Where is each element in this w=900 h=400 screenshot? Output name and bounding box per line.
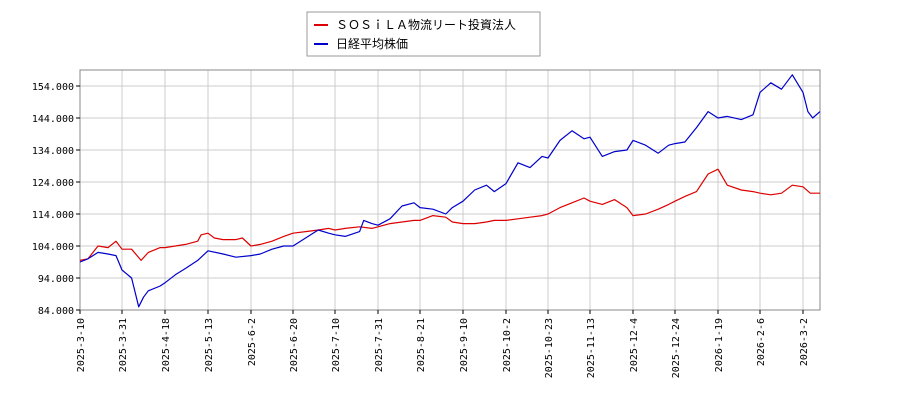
x-axis: 2025-3-10 2025-3-31 2025-4-18 2025-5-13 2025… (76, 310, 810, 378)
x-tick-label: 2025-7-31 (374, 318, 385, 372)
grid (79, 70, 820, 311)
y-tick-label: 154.000 (32, 82, 74, 93)
x-tick-label: 2025-4-18 (161, 318, 172, 372)
x-tick-label: 2025-12-24 (671, 318, 682, 378)
x-tick-label: 2026-2-6 (756, 318, 767, 366)
y-tick-label: 84.000 (38, 306, 74, 317)
x-tick-label: 2025-11-13 (586, 318, 597, 378)
x-tick-label: 2025-10-2 (502, 318, 513, 372)
series-line-nikkei (79, 74, 821, 308)
legend-label-sosila: ＳＯＳｉＬＡ物流リート投資法人 (336, 17, 516, 32)
y-tick-label: 104.000 (32, 242, 74, 253)
x-tick-label: 2026-1-19 (714, 318, 725, 372)
series-line-sosila (79, 168, 820, 261)
y-tick-label: 114.000 (32, 210, 74, 221)
x-tick-label: 2025-6-20 (289, 318, 300, 372)
x-tick-label: 2025-7-10 (331, 318, 342, 372)
legend-label-nikkei: 日経平均株価 (336, 36, 408, 51)
series-layer (79, 74, 821, 308)
y-axis: 84.000 94.000 104.000 114.000 124.000 134.000… (32, 82, 80, 317)
x-tick-label: 2025-12-4 (629, 318, 640, 372)
y-tick-label: 94.000 (38, 274, 74, 285)
plot-area-frame (79, 69, 821, 311)
x-tick-label: 2025-6-2 (247, 318, 258, 366)
x-tick-label: 2025-3-31 (118, 318, 129, 372)
x-tick-label: 2025-3-10 (76, 318, 87, 372)
y-tick-label: 144.000 (32, 114, 74, 125)
y-tick-label: 134.000 (32, 146, 74, 157)
x-tick-label: 2025-8-21 (416, 318, 427, 372)
legend-box (306, 11, 541, 57)
x-tick-label: 2025-9-10 (459, 318, 470, 372)
y-tick-label: 124.000 (32, 178, 74, 189)
x-tick-label: 2025-5-13 (204, 318, 215, 372)
x-tick-label: 2025-10-23 (544, 318, 555, 378)
legend: ＳＯＳｉＬＡ物流リート投資法人 日経平均株価 (306, 11, 541, 57)
x-tick-label: 2026-3-2 (799, 318, 810, 366)
